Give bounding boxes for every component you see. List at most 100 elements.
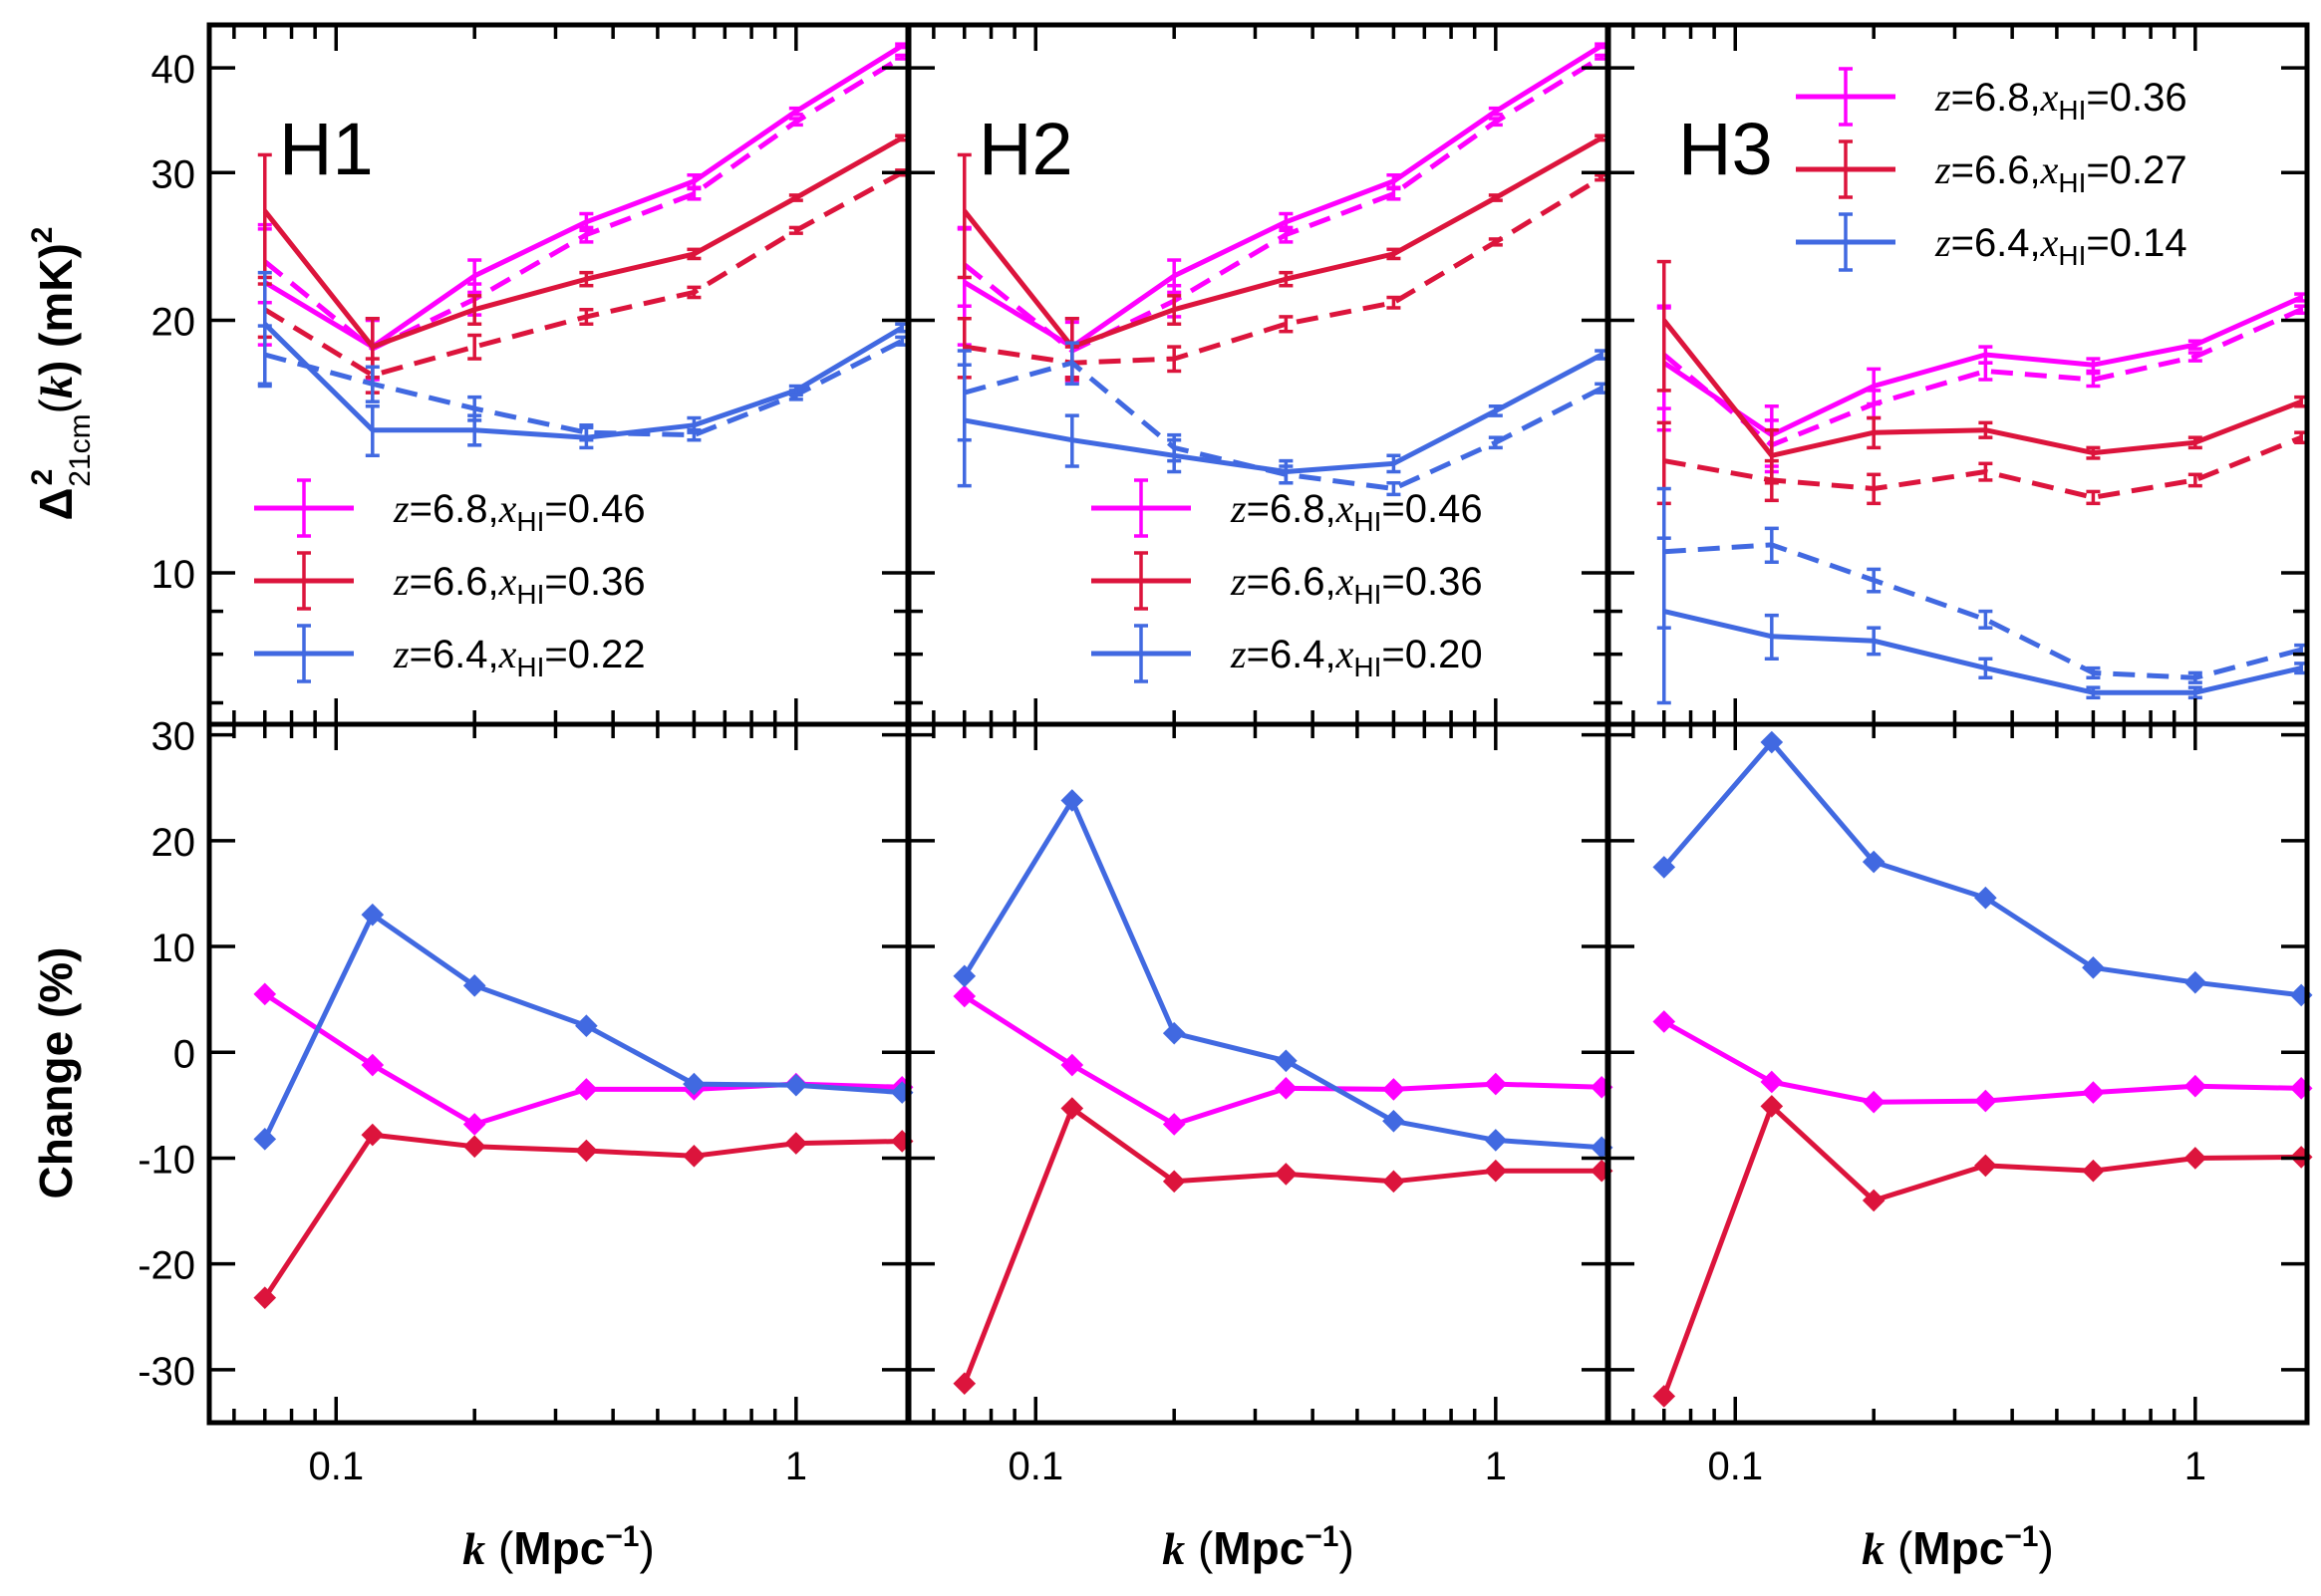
change-marker: [2082, 1081, 2105, 1104]
change-marker: [1760, 1070, 1784, 1094]
change-marker: [1484, 1129, 1508, 1152]
series-line-0-dashed: [263, 55, 904, 352]
change-marker: [1060, 1053, 1084, 1077]
x-tick-label: 0.1: [1707, 1445, 1763, 1488]
change-marker: [2183, 970, 2207, 994]
series-line-2-solid: [964, 352, 1603, 474]
y-tick-label: -30: [138, 1350, 195, 1394]
change-marker: [462, 974, 486, 997]
y-tick-label: 30: [151, 152, 196, 196]
change-line-0: [263, 991, 903, 1127]
panel-title: H2: [979, 108, 1073, 190]
panel-title: H3: [1678, 108, 1773, 190]
change-marker: [1162, 1170, 1186, 1194]
y-tick-label: -20: [138, 1244, 195, 1288]
y-tick-label: 0: [173, 1032, 195, 1076]
change-marker: [361, 903, 385, 927]
y-tick-label: -10: [138, 1138, 195, 1182]
legend-label: z=6.6,xHI=0.36: [393, 559, 646, 610]
x-axis-title: k (Mpc−1): [462, 1520, 655, 1574]
change-marker: [575, 1078, 598, 1101]
y-tick-label: 40: [151, 48, 196, 92]
legend-h3: z=6.8,xHI=0.36 z=6.6,xHI=0.27 z=6.4,xHI=0.…: [1796, 67, 2187, 272]
change-marker: [253, 1286, 277, 1309]
axes-frame-bottom: [1605, 721, 2310, 1426]
change-marker: [1382, 1170, 1405, 1194]
change-marker: [683, 1145, 706, 1168]
change-marker: [1652, 1385, 1676, 1408]
x-tick-label: 0.1: [308, 1445, 364, 1488]
change-marker: [1862, 850, 1886, 874]
change-marker: [1652, 856, 1676, 879]
axes-frame-bottom: [206, 721, 911, 1426]
change-line-1: [262, 1132, 903, 1300]
panel-h2-top-plot: [957, 42, 1609, 497]
panel-h3-top-plot: [1656, 259, 2309, 705]
x-axis-title: k (Mpc−1): [1862, 1520, 2054, 1574]
x-axis-title: k (Mpc−1): [1162, 1520, 1354, 1574]
change-marker: [953, 964, 977, 988]
change-marker: [1382, 1078, 1405, 1101]
change-marker: [2082, 1159, 2105, 1183]
change-marker: [575, 1014, 598, 1038]
legend-label: z=6.8,xHI=0.46: [1230, 486, 1483, 537]
change-marker: [953, 1372, 977, 1396]
change-marker: [784, 1073, 808, 1097]
change-marker: [1974, 1154, 1997, 1178]
legend-h1: z=6.8,xHI=0.46 z=6.6,xHI=0.36 z=6.4,xHI=0.…: [254, 478, 646, 683]
x-tick-label: 0.1: [1008, 1445, 1063, 1488]
change-marker: [784, 1132, 808, 1155]
legend-label: z=6.8,xHI=0.36: [1934, 75, 2187, 126]
panel-h1-change-plot: [253, 903, 914, 1309]
x-tick-label: 1: [2184, 1445, 2206, 1488]
change-marker: [1060, 1097, 1084, 1120]
change-marker: [1974, 1089, 1997, 1113]
change-marker: [462, 1113, 486, 1136]
legend-label: z=6.6,xHI=0.27: [1934, 147, 2187, 198]
y-tick-label: 30: [151, 715, 196, 759]
y-tick-label: 10: [151, 553, 196, 597]
series-line-1-dashed: [1663, 434, 2303, 500]
legend-label: z=6.6,xHI=0.36: [1230, 559, 1483, 610]
series-line-0-solid: [1662, 295, 2303, 438]
change-marker: [361, 1053, 385, 1077]
change-marker: [2183, 1147, 2207, 1170]
y-tick-label: 10: [151, 927, 196, 970]
change-line-2: [1661, 739, 2302, 998]
legend-label: z=6.4,xHI=0.20: [1230, 632, 1483, 682]
change-marker: [361, 1123, 385, 1147]
legend-label: z=6.4,xHI=0.22: [393, 632, 646, 682]
change-marker: [1652, 1010, 1676, 1033]
change-line-0: [1662, 1019, 2302, 1105]
change-marker: [1862, 1189, 1886, 1212]
axes-frames: [206, 22, 2310, 1426]
y-tick-label: 20: [151, 821, 196, 865]
series-line-0-dashed: [963, 55, 1603, 354]
x-tick-label: 1: [1485, 1445, 1507, 1488]
change-marker: [1382, 1109, 1405, 1133]
change-marker: [1162, 1113, 1186, 1136]
change-line-1: [1661, 1103, 2302, 1398]
change-marker: [1974, 886, 1997, 910]
change-marker: [253, 1128, 277, 1151]
series-line-0-solid: [963, 43, 1603, 350]
change-marker: [1162, 1021, 1186, 1045]
y-tick-label: 20: [151, 301, 196, 345]
legend-h2: z=6.8,xHI=0.46 z=6.6,xHI=0.36 z=6.4,xHI=0.…: [1091, 478, 1483, 683]
legend-label: z=6.4,xHI=0.14: [1934, 220, 2187, 271]
change-marker: [1484, 1159, 1508, 1183]
change-marker: [1760, 1095, 1784, 1118]
change-marker: [953, 984, 977, 1008]
legend-label: z=6.8,xHI=0.46: [393, 486, 646, 537]
y-axis-title-top: Δ2 21cm(k) (mK)2: [26, 227, 97, 521]
y-axis-title-bottom: Change (%): [30, 947, 82, 1199]
panel-h3-change-plot: [1652, 730, 2313, 1408]
axes-frame-bottom: [906, 721, 1610, 1426]
change-marker: [2183, 1074, 2207, 1098]
change-marker: [1862, 1090, 1886, 1114]
change-marker: [683, 1072, 706, 1096]
change-marker: [575, 1139, 598, 1163]
panel-h2-change-plot: [953, 789, 1613, 1396]
change-marker: [462, 1135, 486, 1159]
